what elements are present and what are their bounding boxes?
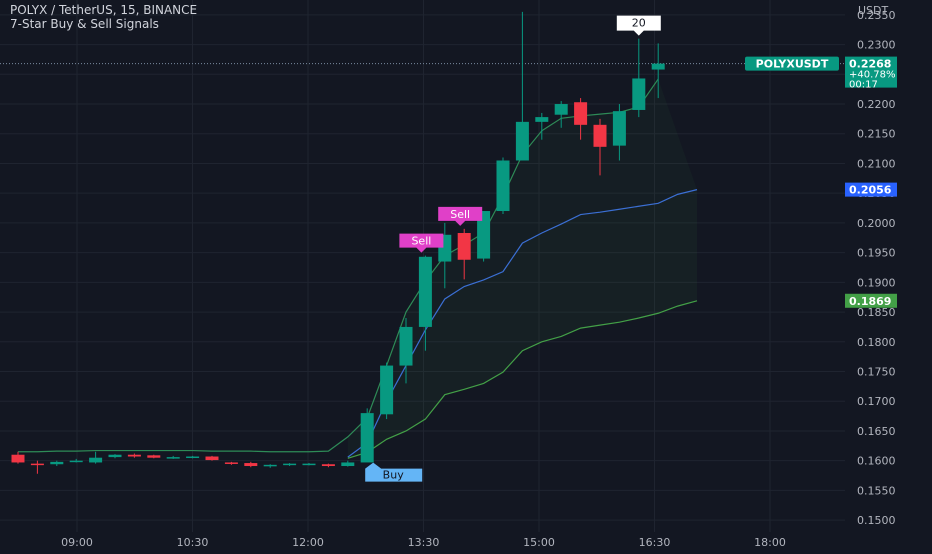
- sell-signal-label: Sell: [411, 235, 431, 248]
- candle-body: [244, 463, 258, 467]
- candle-body: [263, 464, 277, 467]
- candle-body: [147, 455, 161, 458]
- indicator-title[interactable]: 7-Star Buy & Sell Signals: [10, 17, 159, 31]
- x-tick-label: 15:00: [523, 536, 555, 549]
- count-signal-label: 20: [632, 17, 646, 30]
- candle-body: [283, 463, 297, 466]
- candle-body: [321, 464, 335, 467]
- candle-body: [69, 460, 83, 463]
- x-tick-label: 13:30: [408, 536, 440, 549]
- sell-signal-label: Sell: [450, 208, 470, 221]
- sell-signal: [438, 206, 483, 226]
- count-signal: [616, 15, 661, 36]
- candle-body: [399, 326, 413, 366]
- candle-body: [632, 78, 646, 110]
- candle-body: [477, 211, 491, 259]
- band-fill-upper: [347, 79, 697, 458]
- candle-body: [496, 160, 510, 212]
- y-tick-label: 0.1550: [857, 484, 896, 497]
- candle-body: [612, 111, 626, 146]
- candle-body: [127, 454, 141, 457]
- candle-body: [11, 454, 25, 463]
- x-tick-label: 12:00: [292, 536, 324, 549]
- indicator-line-2: [18, 78, 659, 453]
- x-tick-label: 09:00: [61, 536, 93, 549]
- price-tag-label: 0.1869: [849, 295, 891, 308]
- y-tick-label: 0.1600: [857, 455, 896, 468]
- candle-body: [457, 233, 471, 260]
- candle-body: [166, 457, 180, 459]
- y-tick-label: 0.1500: [857, 514, 896, 527]
- y-tick-label: 0.1800: [857, 336, 896, 349]
- y-tick-label: 0.2100: [857, 157, 896, 170]
- candle-body: [224, 462, 238, 464]
- candle-body: [341, 462, 355, 467]
- y-tick-label: 0.2350: [857, 9, 896, 22]
- sell-signal: [399, 233, 444, 253]
- price-tag-sub: 00:17: [849, 80, 878, 91]
- candle-body: [535, 117, 549, 122]
- candle-body: [205, 456, 219, 461]
- price-tag-last-price: [845, 56, 897, 88]
- price-tag-sub: +40.78%: [849, 70, 896, 81]
- price-tag-blue-line: [845, 182, 897, 197]
- buy-signal-label: Buy: [383, 469, 405, 482]
- candle-body: [574, 102, 588, 125]
- x-tick-label: 10:30: [177, 536, 209, 549]
- symbol-tag: [745, 56, 839, 71]
- y-tick-label: 0.2150: [857, 128, 896, 141]
- candle-body: [89, 457, 103, 463]
- y-tick-label: 0.1900: [857, 276, 896, 289]
- y-tick-label: 0.1850: [857, 306, 896, 319]
- y-tick-label: 0.2300: [857, 39, 896, 52]
- candle-body: [50, 461, 64, 465]
- price-tag-label: 0.2056: [849, 184, 892, 197]
- buy-signal: [365, 462, 423, 482]
- y-tick-label: 0.1950: [857, 247, 896, 260]
- candle-body: [418, 256, 432, 327]
- y-tick-label: 0.1750: [857, 366, 896, 379]
- candle-body: [593, 124, 607, 147]
- candle-body: [30, 463, 44, 466]
- x-tick-label: 18:00: [754, 536, 786, 549]
- candle-body: [302, 463, 316, 466]
- price-tag-green-line: [845, 293, 897, 308]
- y-tick-label: 0.2000: [857, 217, 896, 230]
- price-tag-label: 0.2268: [849, 58, 891, 71]
- y-tick-label: 0.1700: [857, 395, 896, 408]
- candle-body: [108, 454, 122, 458]
- symbol-tag-label: POLYXUSDT: [756, 58, 829, 71]
- currency-unit[interactable]: USDT: [858, 4, 889, 17]
- candle-body: [360, 413, 374, 463]
- y-tick-label: 0.1650: [857, 425, 896, 438]
- chart-legend: POLYX / TetherUS, 15, BINANCE 7-Star Buy…: [10, 3, 197, 31]
- band-fill: [347, 189, 697, 459]
- y-tick-label: 0.2200: [857, 98, 896, 111]
- candle-body: [515, 121, 529, 161]
- x-tick-label: 16:30: [639, 536, 671, 549]
- candle-body: [380, 365, 394, 415]
- candle-body: [651, 63, 665, 70]
- symbol-title[interactable]: POLYX / TetherUS, 15, BINANCE: [10, 3, 198, 17]
- candle-body: [186, 456, 200, 459]
- indicator-line-1: [347, 300, 698, 459]
- candle-body: [554, 104, 568, 115]
